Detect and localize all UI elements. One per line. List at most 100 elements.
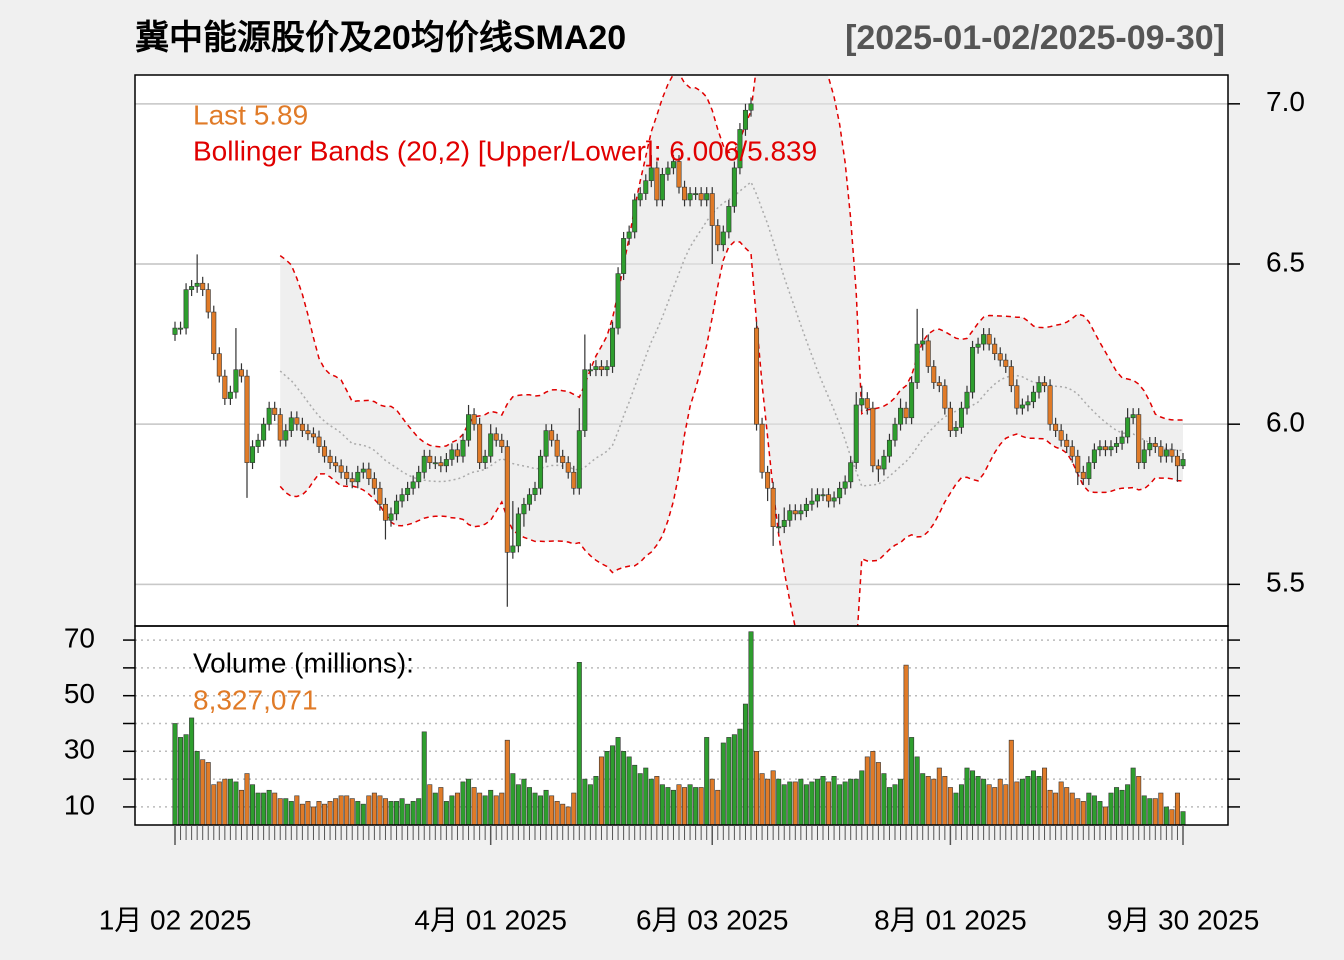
volume-bar [294,795,300,826]
volume-bar [205,762,211,826]
volume-bar [183,734,189,826]
volume-bar [427,784,433,826]
candle-body [975,343,981,348]
volume-bar [449,795,455,826]
candle-body [1075,455,1081,473]
volume-bar [499,792,505,826]
volume-bar [438,787,444,826]
volume-bar [992,787,998,826]
volume-bar [626,756,632,826]
candle-body [715,225,721,246]
volume-bar [903,664,909,826]
volume-bar [659,784,665,826]
volume-bar [299,803,305,826]
candle-body [521,503,527,515]
x-tick-label: 8月 01 2025 [874,904,1027,935]
candle-body [992,343,998,355]
candle-body [449,449,455,460]
candle-body [632,199,638,233]
candle-body [1158,446,1164,457]
volume-bar [515,784,521,826]
y-tick-label: 10 [64,789,95,820]
candle-body [687,193,693,201]
x-tick-label: 6月 03 2025 [636,904,789,935]
volume-bar [532,792,538,826]
candle-body [172,327,178,335]
candle-body [443,459,449,467]
volume-bar [222,778,228,826]
volume-bar [925,776,931,826]
candle-body [294,417,300,425]
volume-bar [521,778,527,826]
candle-body [222,375,228,399]
candle-body [604,366,610,371]
volume-bar [305,801,311,826]
candle-body [637,193,643,201]
volume-bar [416,798,422,826]
candle-body [665,167,671,175]
candle-body [554,439,560,457]
volume-bar [233,781,239,826]
candle-body [526,494,532,505]
candle-body [754,327,760,425]
candle-body [499,439,505,447]
volume-bar [1019,778,1025,826]
candle-body [958,407,964,428]
candle-body [460,439,466,457]
candle-body [1136,414,1142,463]
volume-bar [914,756,920,826]
candle-body [427,455,433,463]
volume-bar [814,778,820,826]
candle-body [947,407,953,431]
volume-bar [454,792,460,826]
volume-bar [1180,811,1186,826]
candle-body [250,446,256,463]
candle-body [1141,449,1147,463]
volume-bar [388,801,394,826]
volume-bar [853,778,859,826]
y-tick-label: 50 [64,678,95,709]
volume-bar [970,770,976,826]
candle-body [654,167,660,201]
candle-body [510,545,516,553]
candle-body [643,180,649,194]
candle-body [615,273,621,329]
volume-bar [211,784,217,826]
volume-bar [554,801,560,826]
volume-bar [538,795,544,826]
candle-body [837,487,843,499]
volume-bar [781,784,787,826]
candle-body [333,462,339,467]
volume-bar [648,778,654,826]
candle-body [1080,471,1086,479]
candle-body [1091,449,1097,463]
volume-bar [266,789,272,826]
candle-body [538,455,544,489]
candle-body [742,109,748,130]
volume-bar [1152,798,1158,826]
y-tick-label: 7.0 [1266,86,1305,117]
volume-bar [803,784,809,826]
candle-body [277,414,283,441]
volume-bar [1069,792,1075,826]
candle-body [981,334,987,345]
candle-body [693,193,699,196]
candle-body [515,513,521,547]
volume-bar [1086,792,1092,826]
candle-body [355,471,361,483]
candle-body [560,455,566,463]
volume-bar [792,781,798,826]
volume-bar [227,778,233,826]
candle-body [925,340,931,367]
volume-bar [776,778,782,826]
candle-body [504,446,510,553]
volume-bar [909,737,915,826]
volume-bar [765,778,771,826]
candle-body [399,494,405,502]
volume-bar [870,751,876,826]
volume-bar [715,789,721,826]
candle-body [765,471,771,489]
candle-body [582,369,588,431]
volume-bar [1030,770,1036,826]
candle-body [1047,385,1053,425]
